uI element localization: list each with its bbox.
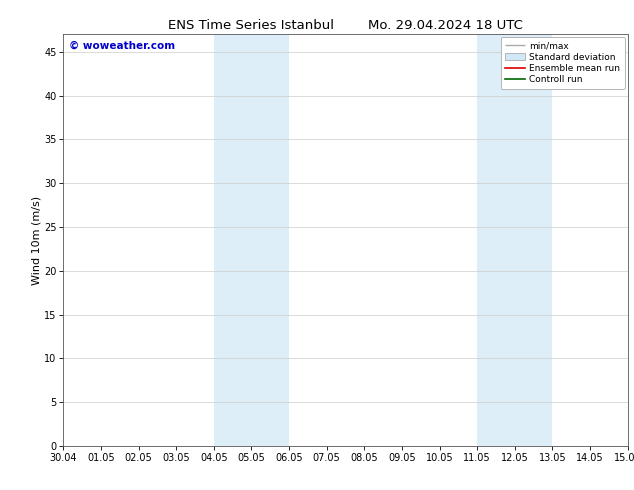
Legend: min/max, Standard deviation, Ensemble mean run, Controll run: min/max, Standard deviation, Ensemble me… xyxy=(501,37,625,89)
Title: ENS Time Series Istanbul        Mo. 29.04.2024 18 UTC: ENS Time Series Istanbul Mo. 29.04.2024 … xyxy=(168,19,523,32)
Text: © woweather.com: © woweather.com xyxy=(69,41,175,50)
Bar xyxy=(214,34,289,446)
Bar xyxy=(477,34,552,446)
Y-axis label: Wind 10m (m/s): Wind 10m (m/s) xyxy=(31,196,41,285)
